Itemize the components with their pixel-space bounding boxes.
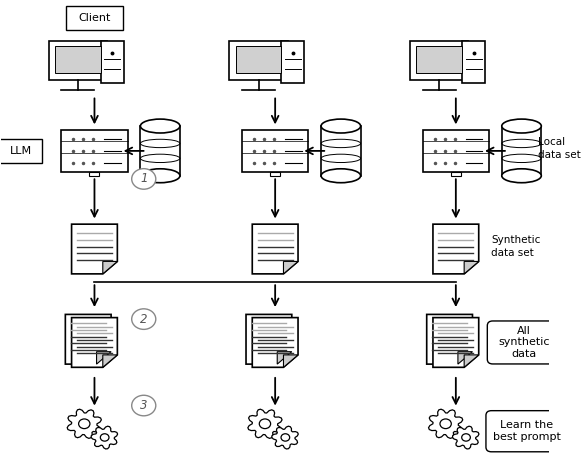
Circle shape [281,434,290,441]
Polygon shape [464,261,479,274]
Bar [100,41,124,84]
Polygon shape [96,352,111,364]
Polygon shape [91,426,117,449]
Polygon shape [103,261,117,274]
Circle shape [100,434,109,441]
Polygon shape [65,314,111,364]
Polygon shape [429,409,463,439]
Polygon shape [252,224,298,274]
Polygon shape [72,224,117,274]
Bar [61,130,128,172]
Circle shape [462,434,470,441]
Polygon shape [248,409,282,439]
Bar [462,41,485,84]
Ellipse shape [502,169,541,183]
FancyBboxPatch shape [487,321,561,364]
Bar [242,130,308,172]
Polygon shape [458,352,472,364]
Ellipse shape [321,119,360,133]
Ellipse shape [321,169,360,183]
Bar [230,41,288,80]
Bar [321,126,360,176]
Ellipse shape [140,119,180,133]
Text: Learn the
best prompt: Learn the best prompt [493,421,561,442]
Bar [416,46,462,73]
Polygon shape [277,352,292,364]
Text: All
synthetic
data: All synthetic data [499,326,550,359]
Bar [410,41,468,80]
Polygon shape [453,426,479,449]
Circle shape [79,419,90,429]
Ellipse shape [140,169,180,183]
Bar [281,41,304,84]
Circle shape [132,309,156,329]
Bar [55,46,100,73]
Polygon shape [433,318,479,368]
Polygon shape [433,224,479,274]
Bar [89,172,99,176]
FancyBboxPatch shape [0,139,43,163]
Polygon shape [246,314,292,364]
Ellipse shape [502,119,541,133]
Polygon shape [252,318,298,368]
Text: Client: Client [78,13,110,23]
Text: 1: 1 [140,172,148,186]
Bar [451,172,461,176]
Circle shape [132,395,156,416]
Circle shape [440,419,451,429]
Bar [48,41,107,80]
Text: 3: 3 [140,399,148,412]
Text: LLM: LLM [9,146,32,156]
Bar [502,126,541,176]
Text: 2: 2 [140,313,148,326]
Bar [235,46,281,73]
Polygon shape [272,426,298,449]
Polygon shape [283,355,298,368]
Bar [423,130,489,172]
Circle shape [259,419,270,429]
FancyBboxPatch shape [66,6,123,30]
Text: Synthetic
data set: Synthetic data set [491,235,541,258]
Bar [270,172,280,176]
FancyBboxPatch shape [486,411,568,452]
Polygon shape [67,409,102,439]
Polygon shape [464,355,479,368]
Polygon shape [427,314,472,364]
Polygon shape [283,261,298,274]
Circle shape [132,169,156,189]
Text: Local
data set: Local data set [538,137,580,160]
Polygon shape [72,318,117,368]
Polygon shape [103,355,117,368]
Bar [140,126,180,176]
